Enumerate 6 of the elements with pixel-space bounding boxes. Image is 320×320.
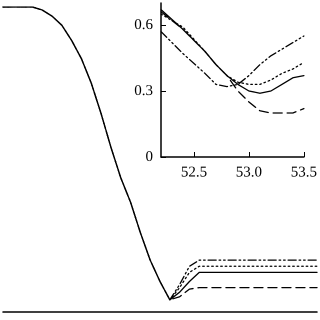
x-tick-label: 53.5 (290, 164, 317, 180)
y-tick-label: 0 (146, 149, 153, 165)
x-tick-label: 52.5 (180, 164, 208, 180)
y-tick-label: 0.3 (134, 83, 153, 99)
y-tick-label: 0.6 (134, 17, 154, 33)
x-tick-label: 53.0 (236, 164, 262, 180)
